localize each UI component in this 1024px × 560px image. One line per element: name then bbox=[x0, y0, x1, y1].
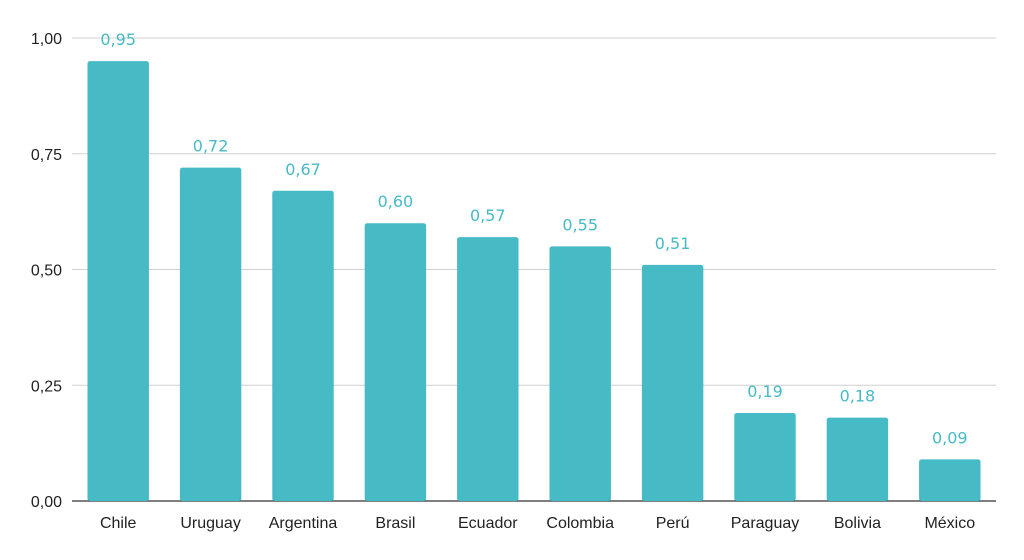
x-tick-label: México bbox=[924, 515, 975, 532]
bar bbox=[641, 264, 704, 501]
y-tick-label: 1,00 bbox=[31, 31, 62, 48]
x-tick-label: Perú bbox=[656, 515, 690, 532]
data-label: 0,72 bbox=[193, 137, 229, 156]
y-tick-label: 0,50 bbox=[31, 263, 62, 280]
bars bbox=[87, 61, 981, 502]
x-tick-label: Ecuador bbox=[458, 515, 518, 532]
bar bbox=[87, 61, 149, 502]
y-axis-tick-labels: 0,00 0,25 0,50 0,75 1,00 bbox=[31, 31, 62, 511]
data-label: 0,09 bbox=[932, 428, 968, 447]
bar bbox=[364, 223, 427, 501]
bar bbox=[272, 190, 334, 502]
data-labels: 0,95 0,72 0,67 0,60 0,57 0,55 0,51 0,19 0,18 0,09 bbox=[100, 30, 967, 447]
x-tick-label: Bolivia bbox=[834, 515, 881, 532]
data-label: 0,57 bbox=[470, 206, 506, 225]
x-tick-label: Chile bbox=[100, 515, 137, 532]
bar bbox=[826, 417, 889, 501]
x-tick-label: Colombia bbox=[546, 515, 614, 532]
bar bbox=[734, 413, 796, 501]
data-label: 0,67 bbox=[285, 160, 321, 179]
x-tick-label: Argentina bbox=[269, 515, 338, 532]
bar bbox=[549, 246, 611, 501]
y-tick-label: 0,00 bbox=[31, 494, 62, 511]
data-label: 0,51 bbox=[655, 234, 691, 253]
data-label: 0,19 bbox=[747, 382, 783, 401]
x-tick-label: Paraguay bbox=[731, 515, 800, 532]
data-label: 0,95 bbox=[100, 30, 136, 49]
x-axis-tick-labels: Chile Uruguay Argentina Brasil Ecuador Colomb… bbox=[100, 515, 975, 532]
y-tick-label: 0,75 bbox=[31, 147, 62, 164]
data-label: 0,60 bbox=[378, 192, 414, 211]
bar bbox=[457, 237, 519, 501]
bar bbox=[919, 459, 981, 501]
data-label: 0,18 bbox=[840, 387, 876, 406]
x-tick-label: Uruguay bbox=[180, 515, 240, 532]
x-tick-label: Brasil bbox=[375, 515, 415, 532]
data-label: 0,55 bbox=[562, 215, 598, 234]
y-tick-label: 0,25 bbox=[31, 378, 62, 395]
bar bbox=[179, 167, 242, 501]
